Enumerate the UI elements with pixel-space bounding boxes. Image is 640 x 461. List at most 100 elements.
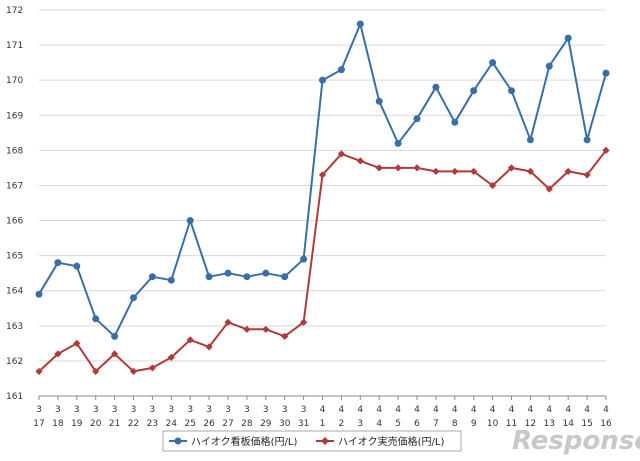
y-tick-label: 163 <box>6 322 23 332</box>
data-point-series-2 <box>583 171 591 179</box>
data-point-series-2 <box>167 353 175 361</box>
data-point-series-2 <box>35 367 43 376</box>
x-tick-label-month: 3 <box>225 405 231 415</box>
x-tick-label-day: 9 <box>471 419 477 429</box>
x-tick-label-day: 3 <box>357 419 363 429</box>
x-tick-label-month: 4 <box>490 405 496 415</box>
x-tick-label-month: 4 <box>565 405 571 415</box>
y-tick-label: 165 <box>6 252 23 262</box>
x-tick-label-month: 4 <box>584 405 590 415</box>
x-tick-label-day: 18 <box>52 419 64 429</box>
x-tick-label-day: 23 <box>147 419 158 429</box>
data-point-series-1 <box>356 20 364 28</box>
series-line-2 <box>38 149 607 373</box>
x-tick-label-day: 22 <box>128 419 139 429</box>
data-point-series-1 <box>394 139 402 147</box>
data-point-series-1 <box>281 273 289 281</box>
data-point-series-2 <box>224 318 232 326</box>
x-tick-label-month: 3 <box>187 405 193 415</box>
grid-lines <box>39 9 606 397</box>
data-point-series-1 <box>526 136 534 144</box>
x-tick-label-month: 4 <box>471 405 477 415</box>
data-point-series-2 <box>507 164 516 172</box>
x-tick-label-day: 11 <box>506 419 517 429</box>
x-tick-label-day: 8 <box>452 419 458 429</box>
data-point-series-1 <box>243 273 251 281</box>
data-point-series-1 <box>111 332 119 340</box>
x-tick-label-day: 5 <box>395 419 401 429</box>
x-tick-label-day: 10 <box>487 419 499 429</box>
data-point-series-2 <box>337 150 345 158</box>
y-tick-label: 168 <box>6 146 23 156</box>
data-point-series-2 <box>413 164 421 172</box>
data-point-series-1 <box>167 276 175 284</box>
x-tick-label-month: 4 <box>528 405 534 415</box>
legend-label-series-2: ハイオク実売価格(円/L) <box>338 435 444 448</box>
legend-label-series-1: ハイオク看板価格(円/L) <box>191 435 297 448</box>
x-tick-label-day: 31 <box>298 419 309 429</box>
x-tick-label-day: 29 <box>260 419 272 429</box>
x-tick-label-month: 4 <box>357 405 363 415</box>
data-point-series-1 <box>564 34 572 42</box>
data-point-series-2 <box>281 332 289 340</box>
data-point-series-2 <box>451 167 459 176</box>
data-point-series-2 <box>243 325 251 333</box>
x-tick-label-month: 4 <box>433 405 439 415</box>
data-point-series-2 <box>111 350 119 358</box>
data-point-series-2 <box>129 367 138 376</box>
data-point-series-1 <box>602 69 610 77</box>
data-point-series-2 <box>205 343 213 351</box>
data-point-series-2 <box>186 336 194 344</box>
y-tick-label: 169 <box>6 111 23 121</box>
x-tick-label-day: 13 <box>544 419 555 429</box>
x-tick-label-month: 3 <box>74 405 80 415</box>
data-point-series-2 <box>92 367 100 376</box>
x-tick-label-day: 12 <box>525 419 536 429</box>
x-tick-label-month: 4 <box>320 405 326 415</box>
data-point-series-1 <box>489 59 497 67</box>
x-tick-label-month: 3 <box>168 405 174 415</box>
x-tick-label-month: 4 <box>414 405 420 415</box>
series-layer <box>35 20 610 376</box>
data-point-series-2 <box>432 167 440 176</box>
data-point-series-2 <box>54 350 62 358</box>
x-tick-label-day: 2 <box>339 419 345 429</box>
data-point-series-1 <box>375 97 383 105</box>
data-point-series-1 <box>73 262 81 270</box>
x-tick-label-month: 3 <box>131 405 137 415</box>
data-point-series-1 <box>35 290 43 298</box>
x-tick-label-month: 3 <box>206 405 212 415</box>
x-tick-label-day: 20 <box>90 419 102 429</box>
y-tick-label: 170 <box>6 76 23 86</box>
x-tick-label-day: 6 <box>414 419 420 429</box>
data-point-series-1 <box>470 87 478 95</box>
data-point-series-1 <box>92 315 100 323</box>
x-tick-label-month: 3 <box>244 405 250 415</box>
x-tick-label-month: 4 <box>376 405 382 415</box>
data-point-series-1 <box>186 217 194 225</box>
data-point-series-2 <box>375 164 383 172</box>
data-point-series-1 <box>205 273 213 281</box>
y-tick-label: 162 <box>6 357 23 367</box>
legend-swatch-marker-series-2 <box>321 437 329 445</box>
x-tick-label-day: 15 <box>581 419 592 429</box>
x-tick-label-day: 30 <box>279 419 291 429</box>
x-tick-label-month: 3 <box>112 405 118 415</box>
x-tick-label-month: 3 <box>36 405 42 415</box>
y-tick-label: 166 <box>6 217 23 227</box>
x-tick-label-day: 19 <box>71 419 83 429</box>
x-tick-label-month: 4 <box>546 405 552 415</box>
data-point-series-2 <box>262 325 270 333</box>
data-point-series-2 <box>489 181 497 190</box>
data-point-series-2 <box>526 167 534 176</box>
y-tick-label: 171 <box>6 41 23 51</box>
x-tick-label-day: 7 <box>433 419 439 429</box>
data-point-series-1 <box>583 136 591 144</box>
y-tick-label: 164 <box>6 287 23 297</box>
x-tick-label-month: 3 <box>301 405 307 415</box>
data-point-series-1 <box>300 255 308 263</box>
legend-swatch-marker-series-1 <box>174 437 182 445</box>
data-point-series-1 <box>148 273 156 281</box>
x-tick-label-day: 25 <box>184 419 195 429</box>
x-tick-label-day: 27 <box>222 419 233 429</box>
